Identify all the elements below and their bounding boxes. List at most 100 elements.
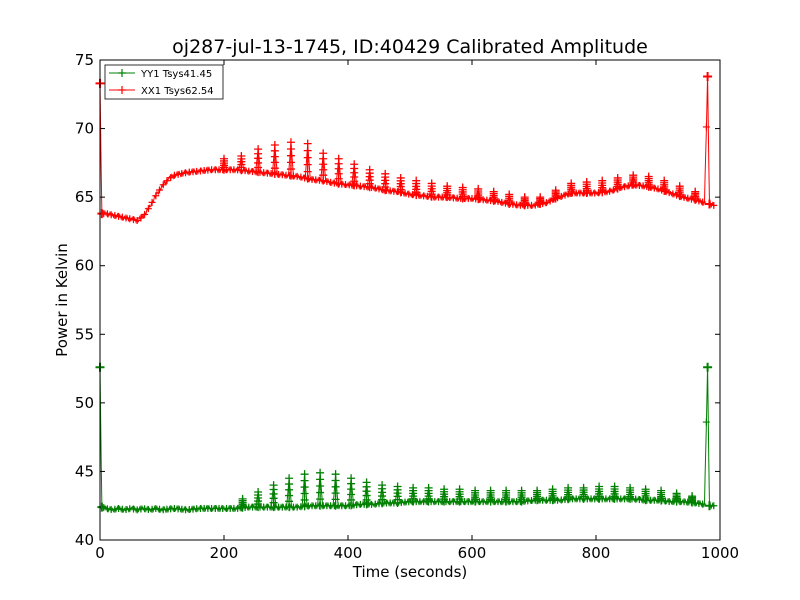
data-point-marker xyxy=(535,200,543,208)
plot-area xyxy=(100,60,720,540)
data-point-marker xyxy=(494,198,502,206)
data-point-marker xyxy=(539,199,547,207)
y-tick-label: 55 xyxy=(75,325,94,343)
data-point-marker xyxy=(362,478,371,487)
data-point-marker xyxy=(665,189,673,197)
spike-marker xyxy=(703,362,713,372)
data-point-marker xyxy=(641,485,650,494)
data-point-marker xyxy=(174,170,182,178)
data-point-marker xyxy=(699,198,707,206)
data-point-marker xyxy=(684,194,692,202)
x-axis-label: Time (seconds) xyxy=(352,563,468,581)
data-point-marker xyxy=(661,187,669,195)
data-point-marker xyxy=(610,482,619,491)
data-point-marker xyxy=(650,184,658,192)
x-tick-label: 800 xyxy=(582,544,611,562)
data-point-marker xyxy=(424,483,433,492)
data-point-marker xyxy=(111,212,119,220)
legend-box xyxy=(104,64,224,100)
data-point-marker xyxy=(702,418,710,426)
plot-frame xyxy=(99,59,721,541)
data-point-marker xyxy=(474,184,483,193)
data-point-marker xyxy=(554,194,562,202)
data-point-marker xyxy=(440,485,449,494)
data-point-marker xyxy=(156,186,164,194)
data-point-marker xyxy=(368,183,376,191)
data-point-marker xyxy=(115,504,123,512)
data-point-marker xyxy=(702,123,710,131)
data-point-marker xyxy=(269,481,278,490)
data-point-marker xyxy=(626,483,635,492)
legend: YY1 Tsys41.45 XX1 Tsys62.54 xyxy=(104,64,224,100)
y-tick-label: 45 xyxy=(75,462,94,480)
data-point-marker xyxy=(531,201,539,209)
data-point-marker xyxy=(557,192,565,200)
data-point-marker xyxy=(334,154,343,163)
y-tick-label: 60 xyxy=(75,257,94,275)
data-point-marker xyxy=(133,506,141,514)
series-xx1 xyxy=(95,71,718,224)
data-point-marker xyxy=(111,505,119,513)
spike-marker xyxy=(704,199,714,209)
data-point-marker xyxy=(443,182,452,191)
y-axis-ticks: 40 45 50 55 60 65 70 75 xyxy=(75,51,720,549)
x-axis-ticks: 0 200 400 600 800 1000 xyxy=(95,60,739,562)
y-axis-label: Power in Kelvin xyxy=(53,243,71,357)
data-point-marker xyxy=(643,182,651,190)
data-point-marker xyxy=(654,185,662,193)
data-point-marker xyxy=(238,494,247,503)
data-point-marker xyxy=(397,188,405,196)
spike-marker xyxy=(704,501,714,511)
data-point-marker xyxy=(409,483,418,492)
data-point-marker xyxy=(561,191,569,199)
data-point-marker xyxy=(350,160,359,169)
data-point-marker xyxy=(303,139,312,148)
data-point-marker xyxy=(304,175,312,183)
data-point-marker xyxy=(660,176,669,185)
data-point-marker xyxy=(319,149,328,158)
data-point-marker xyxy=(533,486,542,495)
data-point-marker xyxy=(152,192,160,200)
data-point-marker xyxy=(254,145,263,154)
data-point-marker xyxy=(286,151,295,160)
data-point-marker xyxy=(672,489,681,498)
data-point-marker xyxy=(412,176,421,185)
data-point-marker xyxy=(323,178,331,186)
data-point-marker xyxy=(303,167,312,176)
data-point-marker xyxy=(141,210,149,218)
data-point-marker xyxy=(115,212,123,220)
x-tick-label: 600 xyxy=(458,544,487,562)
data-point-marker xyxy=(316,468,325,477)
data-point-marker xyxy=(394,188,402,196)
data-point-marker xyxy=(687,195,695,203)
data-point-marker xyxy=(303,160,312,169)
data-point-marker xyxy=(458,183,467,192)
data-point-marker xyxy=(129,216,137,224)
data-point-marker xyxy=(551,186,560,195)
data-point-marker xyxy=(550,195,558,203)
data-point-marker xyxy=(148,198,156,206)
data-point-marker xyxy=(595,482,604,491)
data-point-marker xyxy=(303,146,312,155)
legend-label-yy1: YY1 Tsys41.45 xyxy=(140,69,212,80)
data-point-marker xyxy=(129,505,137,513)
data-point-marker xyxy=(565,190,573,198)
data-point-marker xyxy=(489,187,498,196)
data-point-marker xyxy=(695,197,703,205)
series-yy1 xyxy=(95,362,718,514)
data-point-marker xyxy=(691,187,700,196)
data-point-marker xyxy=(365,165,374,174)
data-point-marker xyxy=(122,214,130,222)
data-point-marker xyxy=(118,213,126,221)
data-point-marker xyxy=(286,165,295,174)
data-point-marker xyxy=(647,183,655,191)
data-point-marker xyxy=(486,486,495,495)
data-point-marker xyxy=(170,171,178,179)
data-point-marker xyxy=(613,185,621,193)
data-point-marker xyxy=(567,179,576,188)
data-point-marker xyxy=(501,199,509,207)
series-layer xyxy=(95,71,718,514)
data-point-marker xyxy=(107,211,115,219)
data-point-marker xyxy=(613,173,622,182)
data-point-marker xyxy=(371,184,379,192)
